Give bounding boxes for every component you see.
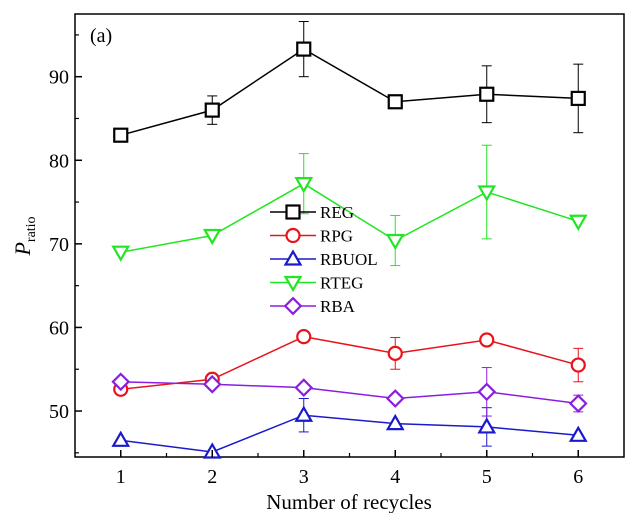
series-line-rbuol (120, 414, 579, 453)
series-layer (111, 41, 588, 459)
data-point-rteg (111, 245, 131, 262)
data-point-rbuol (385, 413, 405, 431)
legend-label-rba: RBA (320, 297, 356, 316)
legend: REG RPG RBUOL RTEG RBA (270, 203, 378, 316)
series-rba (111, 372, 588, 413)
data-point-rpg (570, 357, 586, 373)
data-point-rba (202, 374, 222, 394)
legend-marker-rba (283, 296, 303, 316)
series-rpg (113, 329, 586, 397)
data-point-reg (570, 90, 586, 107)
data-point-rbuol (477, 417, 497, 434)
panel-label: (a) (90, 25, 112, 47)
data-point-rba (568, 394, 588, 413)
data-point-rteg (202, 228, 222, 246)
y-tick-label: 60 (49, 317, 69, 339)
series-rteg (111, 177, 588, 262)
x-tick-label: 4 (390, 466, 400, 488)
x-tick-label: 3 (299, 466, 309, 488)
data-point-reg (113, 127, 129, 143)
legend-label-rteg: RTEG (320, 274, 363, 293)
series-line-rba (120, 381, 579, 405)
series-line-rteg (120, 182, 579, 253)
legend-item-rba: RBA (270, 296, 356, 316)
data-point-rteg (477, 185, 497, 202)
data-point-rba (385, 389, 405, 408)
x-tick-label: 1 (116, 466, 126, 488)
data-point-rbuol (111, 430, 131, 447)
y-tick-label: 70 (49, 234, 69, 256)
data-point-rteg (568, 214, 588, 231)
data-point-reg (479, 86, 495, 102)
data-point-reg (387, 94, 403, 110)
series-line-rpg (120, 335, 579, 391)
legend-marker-rbuol (283, 249, 303, 266)
y-axis-label: Pratio (10, 216, 39, 256)
y-tick-label: 80 (49, 150, 69, 172)
legend-marker-rteg (283, 275, 303, 293)
series-line-reg (120, 48, 579, 136)
data-point-reg (204, 102, 220, 118)
data-point-rba (294, 378, 314, 397)
legend-marker-reg (285, 204, 301, 220)
data-point-reg (296, 41, 312, 57)
series-reg (113, 41, 586, 143)
data-point-rpg (387, 345, 403, 361)
error-bars (207, 21, 584, 447)
x-tick-label: 5 (482, 466, 492, 488)
data-point-rpg (296, 329, 312, 345)
y-axis-label-main: P (10, 242, 35, 256)
x-tick-label: 2 (207, 466, 217, 488)
data-point-rbuol (568, 425, 588, 442)
series-rbuol (111, 405, 588, 459)
data-point-rba (477, 382, 497, 402)
legend-marker-rpg (285, 227, 301, 244)
data-point-rba (111, 372, 131, 392)
data-point-rbuol (294, 405, 314, 422)
x-tick-label: 6 (573, 466, 583, 488)
legend-item-reg: REG (270, 203, 354, 222)
data-point-rteg (294, 177, 314, 194)
x-axis-label: Number of recycles (266, 490, 432, 513)
legend-item-rbuol: RBUOL (270, 249, 378, 269)
legend-item-rteg: RTEG (270, 274, 363, 293)
legend-label-rpg: RPG (320, 227, 353, 246)
legend-label-rbuol: RBUOL (320, 250, 378, 269)
y-tick-label: 50 (49, 401, 69, 423)
y-tick-label: 90 (49, 67, 69, 89)
data-point-rteg (385, 233, 405, 251)
y-axis-label-sub: ratio (24, 216, 39, 242)
legend-label-reg: REG (320, 203, 354, 222)
legend-item-rpg: RPG (270, 227, 353, 246)
axes: 1 2 3 4 5 6 50 60 70 80 90 (49, 34, 583, 488)
data-point-rpg (479, 332, 495, 348)
